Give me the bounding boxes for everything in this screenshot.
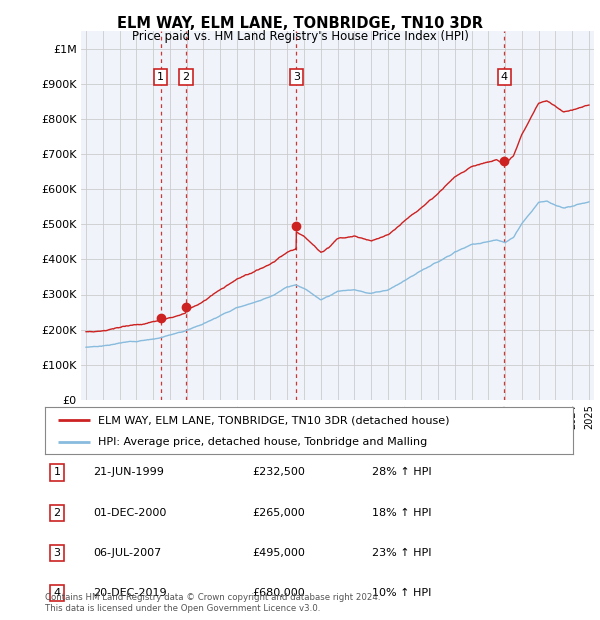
- Text: 18% ↑ HPI: 18% ↑ HPI: [372, 508, 431, 518]
- Text: £265,000: £265,000: [252, 508, 305, 518]
- Text: 23% ↑ HPI: 23% ↑ HPI: [372, 548, 431, 558]
- Text: 01-DEC-2000: 01-DEC-2000: [93, 508, 166, 518]
- Text: 3: 3: [293, 72, 300, 82]
- Text: ELM WAY, ELM LANE, TONBRIDGE, TN10 3DR (detached house): ELM WAY, ELM LANE, TONBRIDGE, TN10 3DR (…: [98, 415, 449, 425]
- Text: HPI: Average price, detached house, Tonbridge and Malling: HPI: Average price, detached house, Tonb…: [98, 437, 427, 447]
- Text: 3: 3: [53, 548, 61, 558]
- Text: 4: 4: [53, 588, 61, 598]
- Text: Price paid vs. HM Land Registry's House Price Index (HPI): Price paid vs. HM Land Registry's House …: [131, 30, 469, 43]
- Text: Contains HM Land Registry data © Crown copyright and database right 2024.
This d: Contains HM Land Registry data © Crown c…: [45, 593, 380, 613]
- Text: £680,000: £680,000: [252, 588, 305, 598]
- Text: 28% ↑ HPI: 28% ↑ HPI: [372, 467, 431, 477]
- Text: 21-JUN-1999: 21-JUN-1999: [93, 467, 164, 477]
- Text: 20-DEC-2019: 20-DEC-2019: [93, 588, 167, 598]
- Text: 4: 4: [501, 72, 508, 82]
- Text: £232,500: £232,500: [252, 467, 305, 477]
- Text: ELM WAY, ELM LANE, TONBRIDGE, TN10 3DR: ELM WAY, ELM LANE, TONBRIDGE, TN10 3DR: [117, 16, 483, 31]
- Text: 1: 1: [53, 467, 61, 477]
- Text: £495,000: £495,000: [252, 548, 305, 558]
- Text: 06-JUL-2007: 06-JUL-2007: [93, 548, 161, 558]
- Text: 2: 2: [182, 72, 190, 82]
- Text: 1: 1: [157, 72, 164, 82]
- Text: 2: 2: [53, 508, 61, 518]
- Text: 10% ↑ HPI: 10% ↑ HPI: [372, 588, 431, 598]
